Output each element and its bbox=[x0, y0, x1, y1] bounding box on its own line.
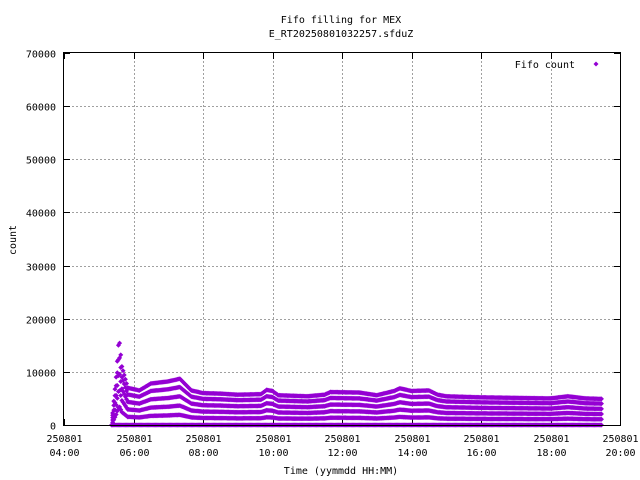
data-point bbox=[598, 411, 604, 417]
chart-title-line2: E_RT20250801032257.sfduZ bbox=[269, 29, 414, 40]
y-tick-label: 0 bbox=[50, 422, 56, 433]
x-axis-label: Time (yymmdd HH:MM) bbox=[284, 466, 398, 477]
data-point bbox=[114, 395, 120, 401]
x-tick-label-time: 08:00 bbox=[188, 448, 218, 459]
data-point bbox=[122, 376, 128, 382]
x-tick-label-time: 12:00 bbox=[327, 448, 357, 459]
y-tick-label: 70000 bbox=[26, 50, 56, 61]
chart-title-line1: Fifo filling for MEX bbox=[281, 15, 401, 26]
x-tick-label-time: 18:00 bbox=[536, 448, 566, 459]
data-points bbox=[108, 340, 604, 428]
data-point bbox=[119, 364, 125, 370]
x-tick-label-time: 04:00 bbox=[49, 448, 79, 459]
x-tick-label-date: 250801 bbox=[602, 434, 638, 445]
x-tick-label-date: 250801 bbox=[533, 434, 569, 445]
x-tick-label-date: 250801 bbox=[116, 434, 152, 445]
x-tick-label-date: 250801 bbox=[394, 434, 430, 445]
x-tick-label-date: 250801 bbox=[255, 434, 291, 445]
grid-lines bbox=[64, 53, 620, 425]
x-tick-label-date: 250801 bbox=[463, 434, 499, 445]
x-tick-label-date: 250801 bbox=[324, 434, 360, 445]
data-point bbox=[120, 368, 126, 374]
data-point bbox=[114, 382, 120, 388]
data-point bbox=[598, 396, 604, 402]
y-axis-label: count bbox=[8, 225, 19, 255]
x-tick-label-time: 20:00 bbox=[605, 448, 635, 459]
data-point bbox=[121, 372, 127, 378]
data-point bbox=[124, 381, 130, 387]
y-tick-label: 20000 bbox=[26, 316, 56, 327]
x-tick-label-date: 250801 bbox=[46, 434, 82, 445]
y-tick-label: 60000 bbox=[26, 103, 56, 114]
x-tick-label-time: 06:00 bbox=[119, 448, 149, 459]
data-point bbox=[598, 416, 604, 422]
y-tick-label: 50000 bbox=[26, 156, 56, 167]
x-tick-label-time: 10:00 bbox=[258, 448, 288, 459]
data-point bbox=[598, 406, 604, 412]
data-point bbox=[118, 352, 124, 358]
legend-marker bbox=[593, 61, 599, 67]
axis-ticks: 0 10000 20000 30000 40000 50000 60000 70000 2508… bbox=[26, 50, 639, 460]
y-tick-label: 10000 bbox=[26, 369, 56, 380]
plot-border bbox=[63, 52, 621, 426]
data-point bbox=[117, 371, 123, 377]
data-point bbox=[117, 340, 123, 346]
legend: Fifo count bbox=[515, 60, 599, 71]
y-tick-label: 30000 bbox=[26, 263, 56, 274]
x-tick-label-date: 250801 bbox=[185, 434, 221, 445]
y-tick-label: 40000 bbox=[26, 209, 56, 220]
legend-label: Fifo count bbox=[515, 60, 575, 71]
x-tick-label-time: 16:00 bbox=[466, 448, 496, 459]
x-tick-label-time: 14:00 bbox=[397, 448, 427, 459]
data-point bbox=[598, 401, 604, 407]
